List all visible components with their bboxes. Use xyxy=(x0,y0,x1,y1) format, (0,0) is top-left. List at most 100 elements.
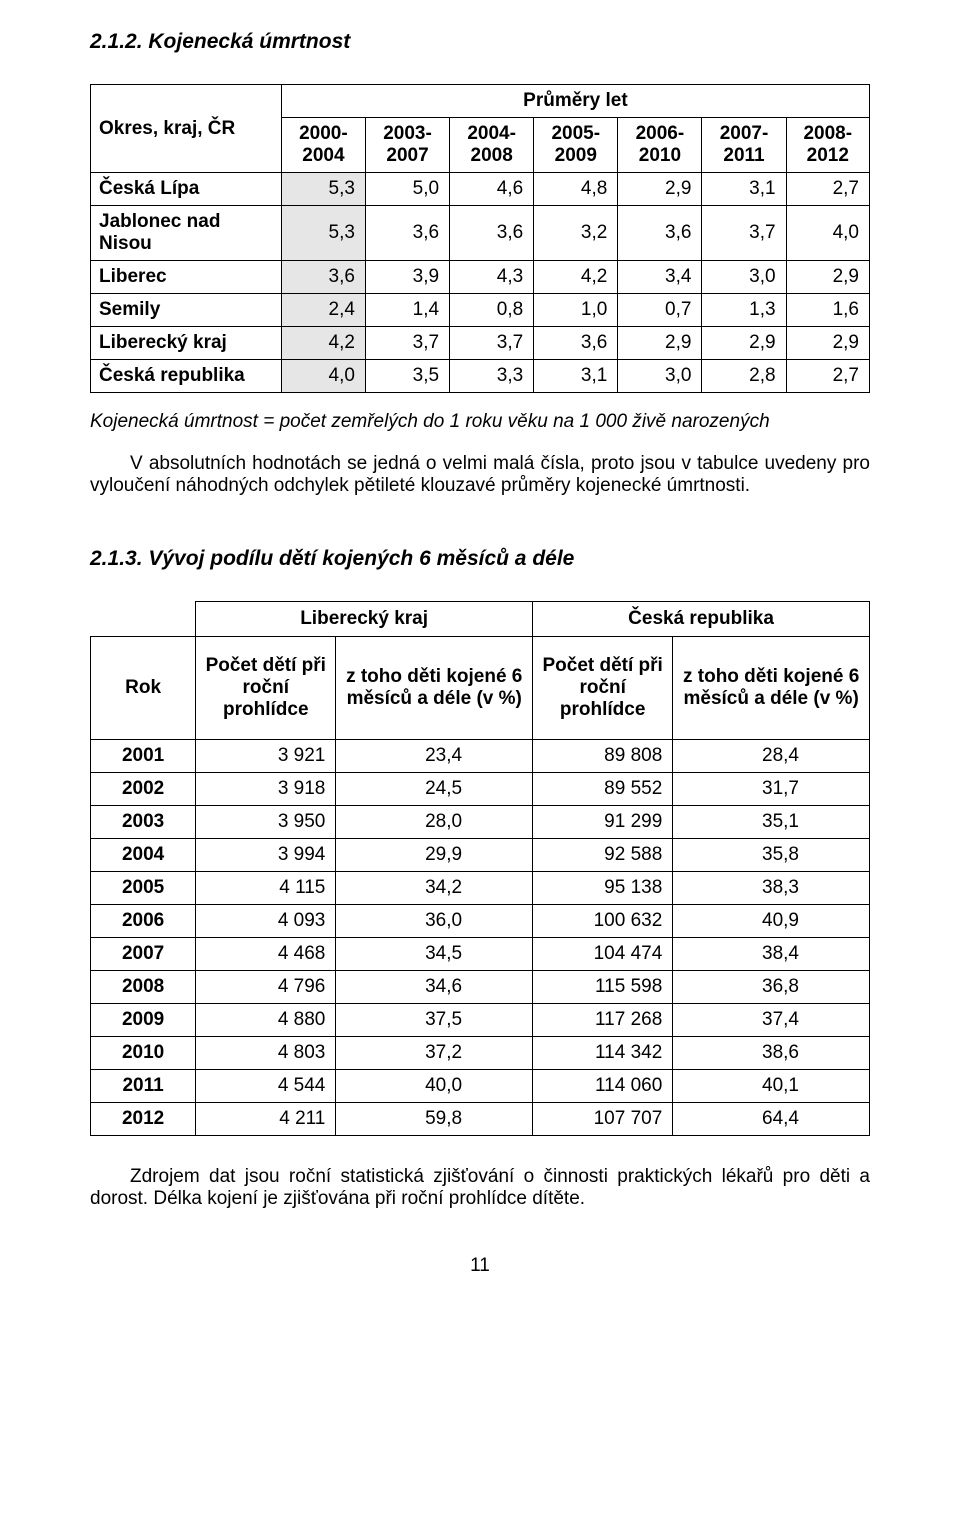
t2-group-header: Česká republika xyxy=(533,602,870,637)
t1-period: 2005-2009 xyxy=(534,118,618,173)
t1-cell: 1,3 xyxy=(702,294,786,327)
t2-cell: 4 115 xyxy=(196,872,336,905)
t1-period: 2008-2012 xyxy=(786,118,869,173)
t2-cell: 28,4 xyxy=(673,740,870,773)
page-number: 11 xyxy=(90,1255,870,1277)
t2-cell: 35,1 xyxy=(673,806,870,839)
table-row: 2009 4 880 37,5 117 268 37,4 xyxy=(91,1004,870,1037)
t1-cell: 4,2 xyxy=(534,261,618,294)
t2-year: 2007 xyxy=(91,938,196,971)
t2-cell: 35,8 xyxy=(673,839,870,872)
t1-row-label: Jablonec nad Nisou xyxy=(91,206,282,261)
t1-cell: 3,6 xyxy=(618,206,702,261)
t2-cell: 23,4 xyxy=(336,740,533,773)
t2-cell: 91 299 xyxy=(533,806,673,839)
t1-cell: 1,0 xyxy=(534,294,618,327)
t1-cell: 2,9 xyxy=(618,173,702,206)
t2-year: 2001 xyxy=(91,740,196,773)
t2-year: 2003 xyxy=(91,806,196,839)
section-2-heading: 2.1.3. Vývoj podílu dětí kojených 6 měsí… xyxy=(90,547,870,571)
t1-cell: 5,3 xyxy=(281,173,365,206)
t2-cell: 28,0 xyxy=(336,806,533,839)
t1-cell: 3,4 xyxy=(618,261,702,294)
t2-cell: 24,5 xyxy=(336,773,533,806)
t1-cell: 3,1 xyxy=(702,173,786,206)
t2-cell: 64,4 xyxy=(673,1103,870,1136)
t2-year: 2009 xyxy=(91,1004,196,1037)
t2-cell: 3 918 xyxy=(196,773,336,806)
t2-cell: 4 880 xyxy=(196,1004,336,1037)
t1-cell: 3,9 xyxy=(365,261,449,294)
t2-cell: 37,5 xyxy=(336,1004,533,1037)
t2-cell: 114 060 xyxy=(533,1070,673,1103)
t2-cell: 4 093 xyxy=(196,905,336,938)
t1-cell: 0,7 xyxy=(618,294,702,327)
t2-year: 2012 xyxy=(91,1103,196,1136)
t1-cell: 4,2 xyxy=(281,327,365,360)
t2-cell: 4 796 xyxy=(196,971,336,1004)
t1-period-header: Průměry let xyxy=(281,85,869,118)
t1-cell: 3,6 xyxy=(281,261,365,294)
t2-cell: 40,0 xyxy=(336,1070,533,1103)
section-1-heading: 2.1.2. Kojenecká úmrtnost xyxy=(90,30,870,54)
t2-cell: 3 994 xyxy=(196,839,336,872)
t2-cell: 40,9 xyxy=(673,905,870,938)
t2-cell: 92 588 xyxy=(533,839,673,872)
t2-cell: 59,8 xyxy=(336,1103,533,1136)
table-row: 2004 3 994 29,9 92 588 35,8 xyxy=(91,839,870,872)
table-row: 2002 3 918 24,5 89 552 31,7 xyxy=(91,773,870,806)
t1-cell: 3,7 xyxy=(702,206,786,261)
breastfeeding-table: Liberecký kraj Česká republika Rok Počet… xyxy=(90,601,870,1136)
t1-cell: 3,7 xyxy=(450,327,534,360)
t2-col-header: z toho děti kojené 6 měsíců a déle (v %) xyxy=(336,637,533,740)
table-row: Semily 2,4 1,4 0,8 1,0 0,7 1,3 1,6 xyxy=(91,294,870,327)
t2-year: 2006 xyxy=(91,905,196,938)
t1-cell: 3,1 xyxy=(534,360,618,393)
table-row: Liberecký kraj 4,2 3,7 3,7 3,6 2,9 2,9 2… xyxy=(91,327,870,360)
t1-row-label: Česká Lípa xyxy=(91,173,282,206)
closing-paragraph: Zdrojem dat jsou roční statistická zjišť… xyxy=(90,1166,870,1210)
t1-cell: 0,8 xyxy=(450,294,534,327)
table-row: 2008 4 796 34,6 115 598 36,8 xyxy=(91,971,870,1004)
t2-cell: 34,2 xyxy=(336,872,533,905)
t2-cell: 38,6 xyxy=(673,1037,870,1070)
t1-row-label: Liberecký kraj xyxy=(91,327,282,360)
table-row: Česká republika 4,0 3,5 3,3 3,1 3,0 2,8 … xyxy=(91,360,870,393)
t1-cell: 3,6 xyxy=(365,206,449,261)
t1-cell: 3,0 xyxy=(702,261,786,294)
t2-cell: 104 474 xyxy=(533,938,673,971)
t2-row-header: Rok xyxy=(91,637,196,740)
t2-col-header: z toho děti kojené 6 měsíců a déle (v %) xyxy=(673,637,870,740)
table-row: 2010 4 803 37,2 114 342 38,6 xyxy=(91,1037,870,1070)
t1-cell: 2,9 xyxy=(618,327,702,360)
t1-period: 2003-2007 xyxy=(365,118,449,173)
t2-cell: 40,1 xyxy=(673,1070,870,1103)
t2-cell: 29,9 xyxy=(336,839,533,872)
t1-cell: 2,9 xyxy=(786,261,869,294)
t2-year: 2008 xyxy=(91,971,196,1004)
t1-cell: 2,7 xyxy=(786,173,869,206)
t1-cell: 3,7 xyxy=(365,327,449,360)
t2-cell: 36,8 xyxy=(673,971,870,1004)
t2-year: 2011 xyxy=(91,1070,196,1103)
t2-cell: 89 552 xyxy=(533,773,673,806)
t2-col-header: Počet dětí při roční prohlídce xyxy=(533,637,673,740)
table-row: 2001 3 921 23,4 89 808 28,4 xyxy=(91,740,870,773)
t1-cell: 5,3 xyxy=(281,206,365,261)
t1-row-label: Liberec xyxy=(91,261,282,294)
table-row: Česká Lípa 5,3 5,0 4,6 4,8 2,9 3,1 2,7 xyxy=(91,173,870,206)
t1-cell: 4,0 xyxy=(786,206,869,261)
t1-cell: 3,6 xyxy=(534,327,618,360)
table-row: 2005 4 115 34,2 95 138 38,3 xyxy=(91,872,870,905)
t2-year: 2010 xyxy=(91,1037,196,1070)
t1-cell: 2,8 xyxy=(702,360,786,393)
table-row: Jablonec nad Nisou 5,3 3,6 3,6 3,2 3,6 3… xyxy=(91,206,870,261)
t1-cell: 3,0 xyxy=(618,360,702,393)
t2-cell: 4 211 xyxy=(196,1103,336,1136)
t1-cell: 2,9 xyxy=(702,327,786,360)
t1-period: 2006-2010 xyxy=(618,118,702,173)
t1-cell: 3,2 xyxy=(534,206,618,261)
t1-row-label-header: Okres, kraj, ČR xyxy=(91,85,282,173)
t1-cell: 3,6 xyxy=(450,206,534,261)
t2-year: 2002 xyxy=(91,773,196,806)
